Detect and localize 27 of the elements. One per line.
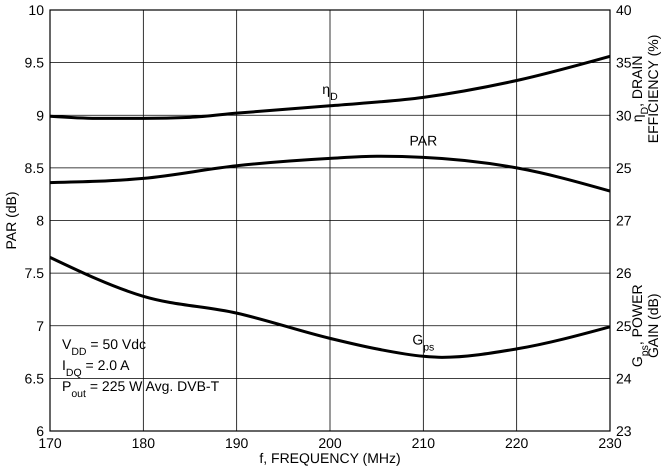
y3-tick-label: 24 <box>616 370 632 386</box>
y-tick-label: 7.5 <box>24 265 44 282</box>
x-tick-label: 190 <box>224 435 249 451</box>
y3-tick-label: 25 <box>616 318 632 334</box>
y3-tick-label: 27 <box>616 212 632 228</box>
y2-tick-label: 25 <box>616 160 632 176</box>
x-tick-label: 220 <box>504 435 529 451</box>
y-tick-label: 9 <box>36 107 44 124</box>
y3-tick-label: 26 <box>616 265 632 282</box>
y-tick-label: 7 <box>36 318 44 334</box>
annotation: I$_{DQ}$ = 2.0 A <box>62 357 130 380</box>
series-label: η$_{D}$ <box>322 80 338 103</box>
annotation: P$_{out}$ = 225 W Avg. DVB-T <box>62 378 220 400</box>
x-tick-label: 180 <box>132 435 156 451</box>
y-tick-label: 8 <box>36 212 44 228</box>
y-tick-label: 10 <box>28 2 44 18</box>
y2-tick-label: 35 <box>616 54 632 71</box>
x-tick-label: 210 <box>412 435 436 451</box>
y2-tick-label: 30 <box>616 107 632 124</box>
x-axis-title: f, FREQUENCY (MHz) <box>259 450 401 466</box>
y-tick-label: 6.5 <box>24 370 44 386</box>
y-axis-title: PAR (dB) <box>3 191 19 250</box>
x-tick-label: 200 <box>318 435 342 451</box>
y2-tick-label: 40 <box>616 2 632 18</box>
y-tick-label: 8.5 <box>24 160 44 176</box>
series-label: G$_{ps}$ <box>412 331 434 354</box>
y-tick-label: 9.5 <box>24 54 44 71</box>
